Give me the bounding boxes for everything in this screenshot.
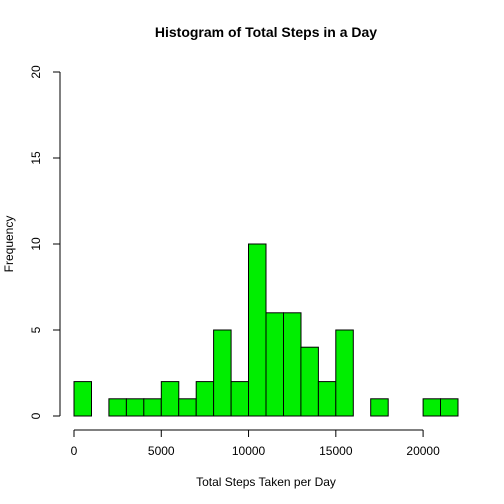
histogram-bar xyxy=(73,381,92,417)
histogram-bar xyxy=(370,398,389,417)
histogram-bar xyxy=(422,398,442,417)
histogram-bar xyxy=(317,381,337,417)
y-tick-label: 5 xyxy=(29,326,43,333)
x-tick-label: 15000 xyxy=(319,444,353,458)
y-axis: 0 5 10 15 20 xyxy=(29,65,61,419)
bars xyxy=(73,243,459,417)
x-axis: 0 5000 10000 15000 20000 xyxy=(71,429,440,458)
histogram-bar xyxy=(178,398,197,417)
histogram-bar xyxy=(195,381,215,417)
y-tick-label: 15 xyxy=(29,151,43,165)
histogram-bar xyxy=(300,346,319,417)
y-axis-label: Frequency xyxy=(2,216,16,273)
chart-title: Histogram of Total Steps in a Day xyxy=(155,24,377,40)
y-tick-label: 20 xyxy=(29,65,43,79)
histogram-bar xyxy=(283,312,302,417)
x-tick-label: 5000 xyxy=(148,444,175,458)
histogram-bar xyxy=(335,329,354,417)
x-tick-label: 20000 xyxy=(406,444,440,458)
histogram-bar xyxy=(160,381,180,417)
x-axis-label: Total Steps Taken per Day xyxy=(196,475,336,489)
histogram-bar xyxy=(230,381,250,417)
histogram-bar xyxy=(248,243,267,417)
y-tick-label: 10 xyxy=(29,237,43,251)
histogram-bar xyxy=(265,312,284,417)
histogram-bar xyxy=(213,329,232,417)
histogram-bar xyxy=(108,398,127,417)
histogram-bar xyxy=(143,398,162,417)
y-tick-label: 0 xyxy=(29,412,43,419)
x-tick-label: 0 xyxy=(71,444,78,458)
histogram-bar xyxy=(125,398,145,417)
x-tick-label: 10000 xyxy=(232,444,266,458)
histogram-bar xyxy=(440,398,459,417)
